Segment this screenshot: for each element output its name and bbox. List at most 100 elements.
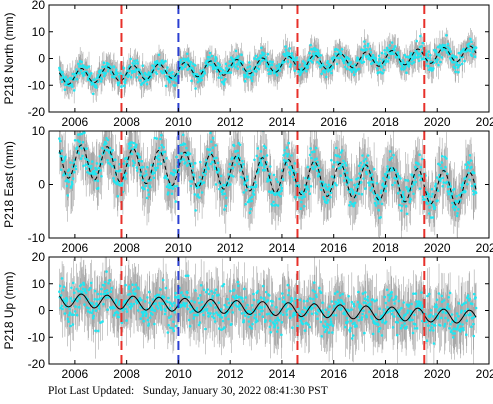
data-point xyxy=(80,60,83,64)
data-point xyxy=(103,284,106,287)
data-point xyxy=(207,315,210,318)
data-point xyxy=(176,72,180,76)
data-point xyxy=(84,163,88,166)
data-point xyxy=(84,167,88,170)
data-point xyxy=(434,182,438,186)
data-point xyxy=(415,39,419,43)
data-point xyxy=(70,77,73,81)
data-point xyxy=(445,157,448,160)
data-point xyxy=(361,165,365,169)
x-tick-label: 2014 xyxy=(269,241,296,255)
data-point xyxy=(323,197,326,201)
data-point xyxy=(251,73,255,77)
data-point xyxy=(218,327,221,330)
data-point xyxy=(412,61,416,64)
data-point xyxy=(457,71,460,74)
data-point xyxy=(213,165,216,168)
data-point xyxy=(249,207,253,211)
data-point xyxy=(371,53,375,57)
data-point xyxy=(367,181,371,184)
data-point xyxy=(213,65,216,69)
data-point xyxy=(224,62,228,66)
data-point xyxy=(449,185,452,188)
data-point xyxy=(420,174,423,178)
data-point xyxy=(193,161,197,165)
data-point xyxy=(360,192,364,196)
data-point xyxy=(330,71,333,75)
y-tick-label: 0 xyxy=(38,178,45,192)
data-point xyxy=(133,161,136,165)
data-point xyxy=(142,319,145,323)
data-point xyxy=(175,296,178,299)
data-point xyxy=(158,151,162,154)
data-point xyxy=(371,181,375,184)
data-point xyxy=(208,153,211,156)
data-point xyxy=(472,49,476,53)
data-point xyxy=(148,185,152,189)
data-point xyxy=(473,183,477,186)
model-fit-line xyxy=(58,144,477,207)
data-point xyxy=(232,288,236,292)
data-point xyxy=(58,290,61,294)
data-point xyxy=(431,192,434,196)
data-point xyxy=(133,287,136,291)
data-point xyxy=(78,297,81,300)
data-point xyxy=(396,51,400,54)
x-tick-label: 2008 xyxy=(113,115,140,129)
data-point xyxy=(305,69,308,73)
data-point xyxy=(155,59,159,63)
data-point xyxy=(292,169,296,173)
data-point xyxy=(189,61,193,64)
data-point xyxy=(108,279,112,282)
data-point xyxy=(211,315,214,318)
data-point xyxy=(348,190,352,194)
data-point xyxy=(427,68,431,71)
data-point xyxy=(173,311,177,314)
data-point xyxy=(408,54,412,57)
data-point xyxy=(405,71,408,74)
data-point xyxy=(123,81,127,85)
data-point xyxy=(436,189,440,192)
data-point xyxy=(263,165,267,169)
data-point xyxy=(227,173,230,176)
data-point xyxy=(65,184,69,188)
data-point xyxy=(157,154,160,157)
data-point xyxy=(186,68,189,71)
data-point xyxy=(90,311,94,315)
data-point xyxy=(307,177,311,181)
data-point xyxy=(134,292,137,296)
data-point xyxy=(98,155,101,158)
data-point xyxy=(368,184,371,187)
data-point xyxy=(216,161,220,165)
data-point xyxy=(212,312,215,316)
data-point xyxy=(382,176,385,180)
data-point xyxy=(326,201,329,204)
data-point xyxy=(199,284,203,287)
data-point xyxy=(363,44,367,48)
data-point xyxy=(91,316,95,320)
data-point xyxy=(174,324,178,328)
data-point xyxy=(396,191,400,195)
data-point xyxy=(77,289,80,293)
data-point xyxy=(193,72,196,76)
data-point xyxy=(137,153,140,156)
data-point xyxy=(435,176,439,179)
data-point xyxy=(69,297,73,300)
data-point xyxy=(129,57,132,61)
data-point xyxy=(474,191,478,195)
data-point xyxy=(185,63,188,66)
data-point xyxy=(456,212,459,215)
data-point xyxy=(78,140,81,144)
data-point xyxy=(333,182,337,185)
data-point xyxy=(348,204,351,207)
data-point xyxy=(402,195,406,199)
data-point xyxy=(387,56,391,60)
data-point xyxy=(197,181,200,185)
data-point xyxy=(287,141,291,145)
data-point xyxy=(453,187,456,191)
data-point xyxy=(77,62,80,66)
data-point xyxy=(156,166,159,169)
data-point xyxy=(276,204,280,207)
data-point xyxy=(467,42,471,45)
data-point xyxy=(286,155,289,158)
